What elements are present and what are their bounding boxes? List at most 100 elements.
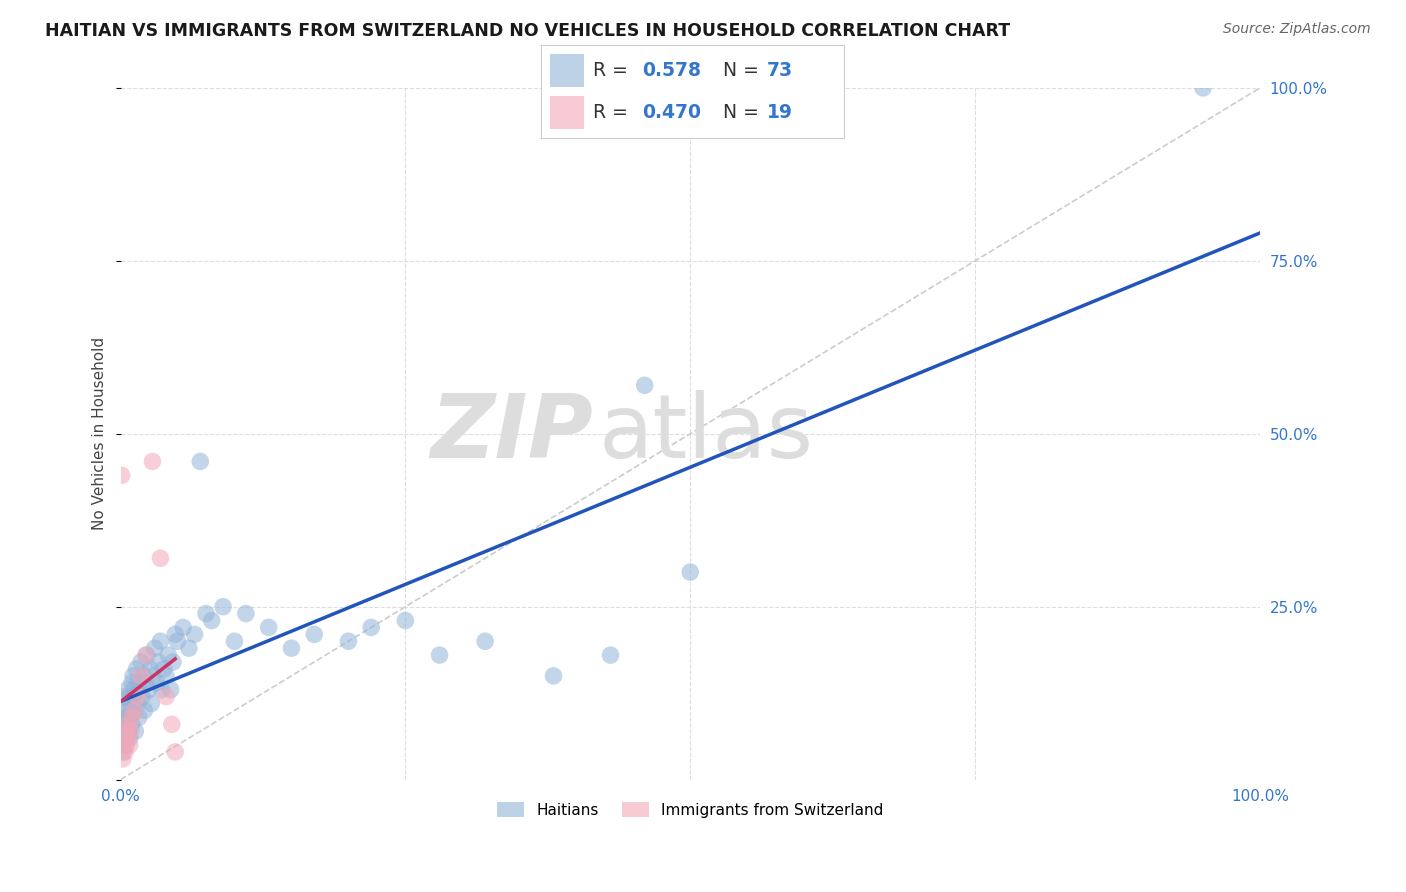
Immigrants from Switzerland (127, 690, 149, 704)
Haitians (177, 641, 200, 656)
Haitians (394, 614, 416, 628)
FancyBboxPatch shape (550, 96, 583, 129)
Immigrants from Switzerland (111, 468, 134, 483)
Haitians (132, 669, 155, 683)
Haitians (139, 662, 162, 676)
Immigrants from Switzerland (141, 454, 163, 468)
Haitians (599, 648, 621, 662)
Immigrants from Switzerland (160, 717, 183, 731)
Haitians (141, 697, 163, 711)
Haitians (138, 682, 160, 697)
Haitians (188, 454, 211, 468)
Haitians (127, 697, 149, 711)
Text: 19: 19 (766, 103, 793, 122)
Haitians (111, 717, 134, 731)
Haitians (360, 620, 382, 634)
Haitians (474, 634, 496, 648)
Y-axis label: No Vehicles in Household: No Vehicles in Household (93, 337, 107, 531)
Haitians (122, 682, 145, 697)
Immigrants from Switzerland (122, 703, 145, 717)
Immigrants from Switzerland (111, 752, 134, 766)
Immigrants from Switzerland (120, 724, 142, 739)
Immigrants from Switzerland (155, 690, 177, 704)
Legend: Haitians, Immigrants from Switzerland: Haitians, Immigrants from Switzerland (491, 796, 890, 824)
Haitians (257, 620, 280, 634)
FancyBboxPatch shape (550, 54, 583, 87)
Haitians (125, 662, 148, 676)
Haitians (112, 731, 135, 745)
Text: 0.470: 0.470 (643, 103, 702, 122)
Text: R =: R = (593, 103, 634, 122)
Haitians (172, 620, 194, 634)
Immigrants from Switzerland (135, 648, 157, 662)
Text: ZIP: ZIP (430, 391, 593, 477)
Haitians (127, 675, 149, 690)
Text: atlas: atlas (599, 391, 814, 477)
Haitians (117, 682, 139, 697)
Haitians (165, 627, 187, 641)
Haitians (117, 724, 139, 739)
Immigrants from Switzerland (121, 710, 143, 724)
Haitians (117, 717, 139, 731)
Haitians (114, 690, 136, 704)
Haitians (201, 614, 224, 628)
Haitians (111, 745, 134, 759)
Haitians (128, 682, 150, 697)
Haitians (543, 669, 565, 683)
Immigrants from Switzerland (165, 745, 187, 759)
Haitians (195, 607, 218, 621)
Haitians (429, 648, 451, 662)
Haitians (124, 724, 146, 739)
Immigrants from Switzerland (149, 551, 172, 566)
Haitians (679, 565, 702, 579)
Haitians (120, 697, 142, 711)
Text: 73: 73 (766, 61, 793, 80)
Haitians (280, 641, 302, 656)
Haitians (117, 703, 139, 717)
Haitians (122, 690, 145, 704)
Haitians (143, 641, 166, 656)
Haitians (146, 675, 169, 690)
Haitians (121, 675, 143, 690)
Haitians (118, 690, 141, 704)
Haitians (337, 634, 360, 648)
Haitians (135, 648, 157, 662)
Haitians (118, 731, 141, 745)
Immigrants from Switzerland (117, 717, 139, 731)
Haitians (131, 690, 153, 704)
Immigrants from Switzerland (129, 669, 152, 683)
Immigrants from Switzerland (114, 745, 136, 759)
Text: HAITIAN VS IMMIGRANTS FROM SWITZERLAND NO VEHICLES IN HOUSEHOLD CORRELATION CHAR: HAITIAN VS IMMIGRANTS FROM SWITZERLAND N… (45, 22, 1010, 40)
Immigrants from Switzerland (115, 724, 138, 739)
Text: Source: ZipAtlas.com: Source: ZipAtlas.com (1223, 22, 1371, 37)
Haitians (111, 738, 134, 752)
Haitians (115, 738, 138, 752)
Haitians (114, 724, 136, 739)
Haitians (115, 710, 138, 724)
Haitians (112, 703, 135, 717)
Text: N =: N = (723, 103, 765, 122)
Immigrants from Switzerland (112, 738, 135, 752)
Haitians (149, 634, 172, 648)
Haitians (121, 717, 143, 731)
Text: R =: R = (593, 61, 634, 80)
Haitians (155, 669, 177, 683)
Haitians (122, 703, 145, 717)
Haitians (129, 655, 152, 669)
Haitians (153, 662, 176, 676)
Haitians (235, 607, 257, 621)
Haitians (166, 634, 188, 648)
Haitians (224, 634, 246, 648)
Immigrants from Switzerland (118, 738, 141, 752)
Haitians (183, 627, 205, 641)
Haitians (146, 655, 169, 669)
Haitians (135, 675, 157, 690)
Haitians (157, 648, 180, 662)
Haitians (122, 669, 145, 683)
Haitians (634, 378, 657, 392)
Haitians (150, 682, 173, 697)
Haitians (120, 710, 142, 724)
Haitians (1192, 81, 1215, 95)
Haitians (162, 655, 184, 669)
Haitians (212, 599, 235, 614)
